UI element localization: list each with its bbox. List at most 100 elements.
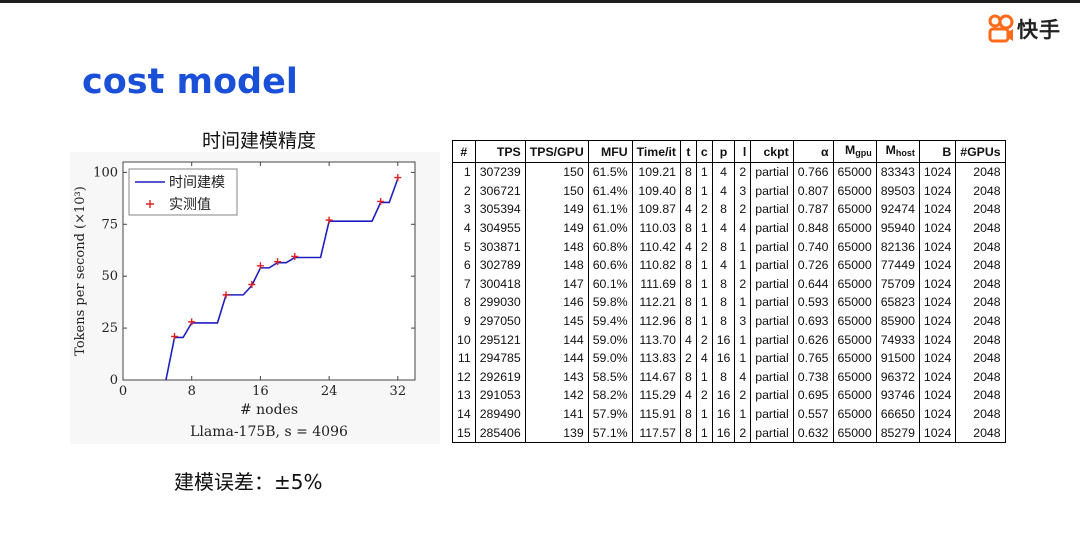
table-cell: 295121 <box>475 330 526 349</box>
chart-caption: Llama-175B, s = 4096 <box>190 424 348 440</box>
table-cell: 0.693 <box>793 311 834 331</box>
error-note: 建模误差：±5% <box>174 470 323 494</box>
table-cell: 4 <box>696 348 713 368</box>
table-cell: 289490 <box>475 404 526 424</box>
table-cell: 112.96 <box>632 311 682 331</box>
table-cell: 61.4% <box>588 181 633 201</box>
table-cell: 2 <box>734 162 752 182</box>
table-cell: 11 <box>452 348 476 368</box>
table-cell: 4 <box>680 330 697 349</box>
table-cell: 1024 <box>919 218 957 238</box>
table-cell: 61.5% <box>588 162 633 182</box>
table-row: 2 306721 150 61.4% 109.40 8 1 4 3 partial 0.807 650… <box>452 181 1006 201</box>
table-cell: 2 <box>452 181 476 201</box>
legend-marker-swatch <box>146 200 154 208</box>
table-cell: 77449 <box>876 255 920 275</box>
line-chart: 0 8 16 24 32 0 25 50 75 100 # nodes Tokens per seco… <box>73 161 416 440</box>
table-row: 13 291053 142 58.2% 115.29 4 2 16 2 partial 0.695 6… <box>452 386 1006 405</box>
table-cell: 117.57 <box>632 423 682 443</box>
config-table-container: # TPS TPS/GPU MFU Time/it t c p l ckpt α Mgpu Mhost B… <box>452 140 1006 443</box>
table-cell: 294785 <box>475 348 526 368</box>
table-cell: 65000 <box>833 423 877 443</box>
table-cell: 2048 <box>955 293 1006 312</box>
table-cell: 306721 <box>475 181 526 201</box>
table-row: 5 303871 148 60.8% 110.42 4 2 8 1 partial 0.740 650… <box>452 237 1006 256</box>
table-cell: 2 <box>734 423 752 443</box>
table-cell: 285406 <box>475 423 526 443</box>
table-row: 10 295121 144 59.0% 113.70 4 2 16 1 partial 0.626 6… <box>452 330 1006 349</box>
table-cell: 58.5% <box>588 367 633 387</box>
slide-title: cost model <box>82 62 298 102</box>
table-cell: 2048 <box>955 181 1006 201</box>
table-cell: 1 <box>696 181 713 201</box>
table-row: 12 292619 143 58.5% 114.67 8 1 8 4 partial 0.738 65… <box>452 367 1006 387</box>
y-axis-label: Tokens per second (×10³) <box>73 186 88 356</box>
kuaishou-logo-icon <box>988 14 1014 43</box>
table-cell: 1024 <box>919 423 957 443</box>
table-cell: 150 <box>525 181 589 201</box>
measured-point <box>291 252 299 260</box>
table-cell: 297050 <box>475 311 526 331</box>
table-row: 6 302789 148 60.6% 110.82 8 1 4 1 partial 0.726 650… <box>452 255 1006 275</box>
table-cell: 302789 <box>475 255 526 275</box>
legend-label-model: 时间建模 <box>169 175 225 191</box>
table-cell: 4 <box>712 181 736 201</box>
table-cell: partial <box>750 237 794 256</box>
table-cell: 96372 <box>876 367 920 387</box>
table-cell: 65000 <box>833 293 877 312</box>
table-cell: 144 <box>525 330 589 349</box>
table-cell: 1024 <box>919 293 957 312</box>
column-header: Time/it <box>632 140 682 163</box>
table-cell: 59.0% <box>588 348 633 368</box>
table-cell: 4 <box>680 200 697 219</box>
table-cell: 1 <box>734 330 752 349</box>
table-row: 15 285406 139 57.1% 117.57 8 1 16 2 partial 0.632 6… <box>452 423 1006 443</box>
table-cell: 74933 <box>876 330 920 349</box>
table-cell: 8 <box>680 423 697 443</box>
brand-name: 快手 <box>1017 18 1061 42</box>
table-row: 7 300418 147 60.1% 111.69 8 1 8 2 partial 0.644 650… <box>452 274 1006 294</box>
table-cell: 7 <box>452 274 476 294</box>
column-header: α <box>793 140 834 163</box>
table-cell: 93746 <box>876 386 920 405</box>
table-cell: 1 <box>452 162 476 182</box>
table-row: 11 294785 144 59.0% 113.83 2 4 16 1 partial 0.765 6… <box>452 348 1006 368</box>
table-cell: 1024 <box>919 404 957 424</box>
table-cell: 57.1% <box>588 423 633 443</box>
table-cell: 91500 <box>876 348 920 368</box>
legend-box <box>128 168 238 216</box>
column-header: TPS/GPU <box>525 140 589 163</box>
table-cell: 4 <box>452 218 476 238</box>
table-cell: 16 <box>712 423 736 443</box>
table-cell: 8 <box>712 200 736 219</box>
measured-point <box>274 258 282 266</box>
column-header: t <box>680 140 697 163</box>
table-cell: 2 <box>696 330 713 349</box>
x-axis-label: # nodes <box>240 402 298 418</box>
table-cell: 65000 <box>833 255 877 275</box>
table-row: 14 289490 141 57.9% 115.91 8 1 16 1 partial 0.557 6… <box>452 404 1006 424</box>
table-cell: 0.807 <box>793 181 834 201</box>
table-cell: 115.91 <box>632 404 682 424</box>
table-cell: 8 <box>680 274 697 294</box>
table-cell: 1 <box>696 423 713 443</box>
column-header: TPS <box>475 140 526 163</box>
table-cell: 1024 <box>919 200 957 219</box>
table-cell: 8 <box>712 367 736 387</box>
table-cell: 1024 <box>919 274 957 294</box>
top-bar <box>0 0 1080 3</box>
table-cell: 92474 <box>876 200 920 219</box>
table-cell: 4 <box>734 218 752 238</box>
table-cell: 9 <box>452 311 476 331</box>
x-tick-label: 16 <box>252 384 269 399</box>
measured-point <box>325 216 333 224</box>
table-cell: 114.67 <box>632 367 682 387</box>
table-cell: partial <box>750 274 794 294</box>
column-header: c <box>696 140 713 163</box>
table-cell: 95940 <box>876 218 920 238</box>
table-cell: 1024 <box>919 237 957 256</box>
table-cell: 110.82 <box>632 255 682 275</box>
table-cell: partial <box>750 404 794 424</box>
table-row: 1 307239 150 61.5% 109.21 8 1 4 2 partial 0.766 650… <box>452 162 1006 182</box>
table-cell: 65000 <box>833 218 877 238</box>
